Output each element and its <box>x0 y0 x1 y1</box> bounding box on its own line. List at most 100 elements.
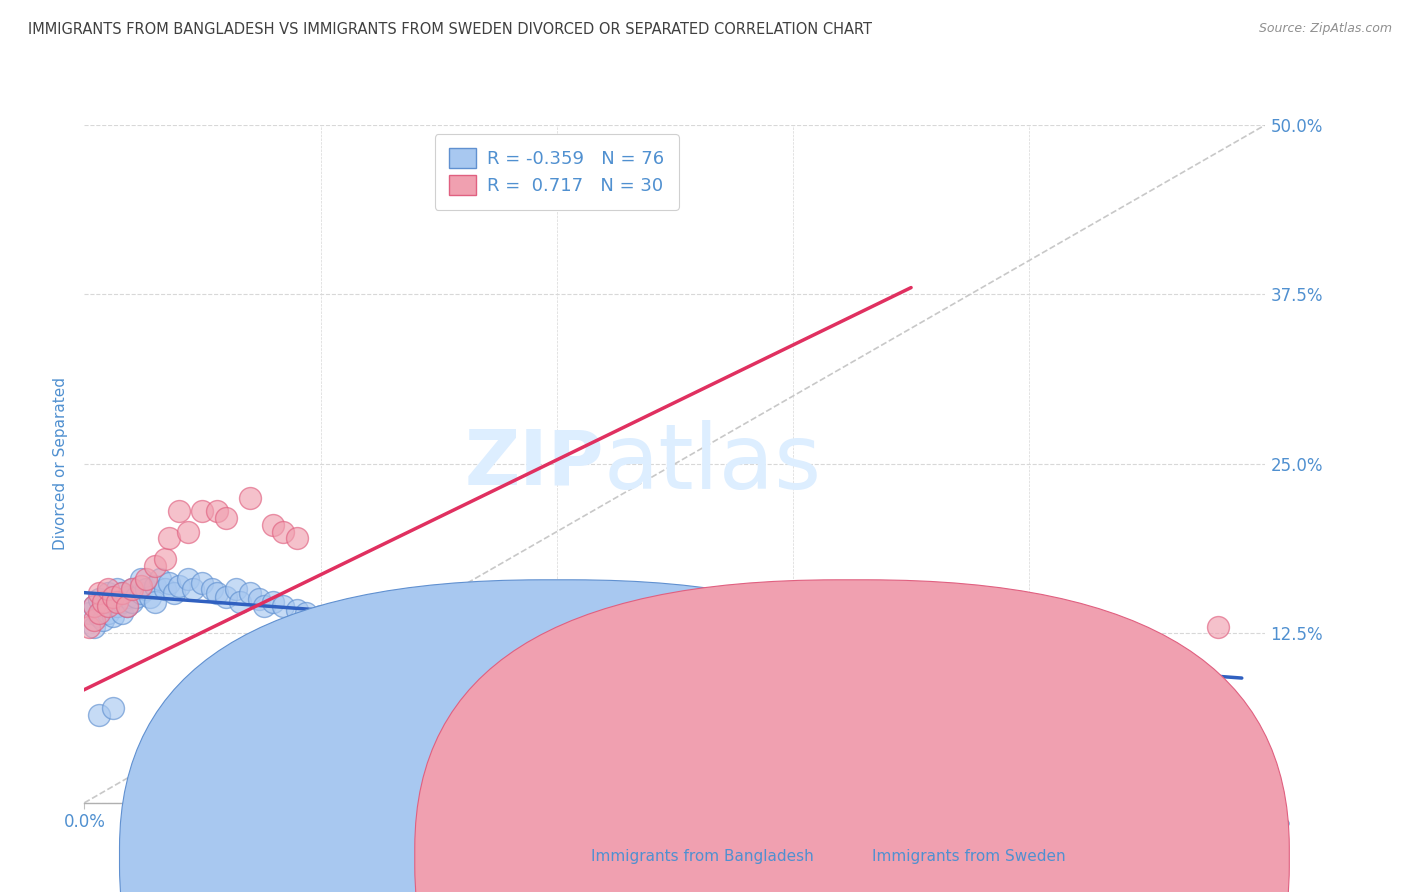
Text: IMMIGRANTS FROM BANGLADESH VS IMMIGRANTS FROM SWEDEN DIVORCED OR SEPARATED CORRE: IMMIGRANTS FROM BANGLADESH VS IMMIGRANTS… <box>28 22 872 37</box>
Point <box>970 673 993 688</box>
Text: Immigrants from Sweden: Immigrants from Sweden <box>872 849 1066 863</box>
Point <box>139 590 162 604</box>
Point <box>876 660 898 674</box>
Point <box>115 599 138 614</box>
Point <box>111 585 134 599</box>
Point <box>498 647 520 661</box>
Point <box>143 579 166 593</box>
Point <box>1018 676 1040 690</box>
Point <box>143 595 166 609</box>
Point <box>640 640 662 654</box>
Point <box>83 599 105 614</box>
Point <box>309 701 332 715</box>
Point <box>830 657 852 672</box>
Point <box>205 504 228 518</box>
Point <box>271 599 294 614</box>
Point <box>225 582 247 596</box>
Point <box>239 585 262 599</box>
Point <box>380 631 402 645</box>
Point <box>129 579 152 593</box>
Text: atlas: atlas <box>605 420 823 508</box>
Point <box>262 595 284 609</box>
Point <box>111 585 134 599</box>
Point <box>371 626 394 640</box>
Point <box>87 608 110 623</box>
Point <box>734 649 756 664</box>
Text: Source: ZipAtlas.com: Source: ZipAtlas.com <box>1258 22 1392 36</box>
Point <box>191 504 214 518</box>
Point <box>157 532 180 546</box>
Point <box>121 582 143 596</box>
Point <box>101 701 124 715</box>
Point <box>87 707 110 722</box>
Text: ZIP: ZIP <box>464 427 605 500</box>
Point <box>167 504 190 518</box>
Point <box>97 606 120 620</box>
Point <box>593 636 616 650</box>
Point <box>333 616 356 631</box>
Point <box>143 558 166 573</box>
Point <box>229 595 252 609</box>
Point <box>451 640 474 654</box>
Legend: R = -0.359   N = 76, R =  0.717   N = 30: R = -0.359 N = 76, R = 0.717 N = 30 <box>434 134 679 210</box>
Point <box>1066 681 1088 695</box>
Point <box>135 572 157 586</box>
Point <box>546 626 568 640</box>
Point <box>107 582 129 596</box>
Point <box>262 517 284 532</box>
Point <box>129 572 152 586</box>
Point <box>688 644 710 658</box>
Point <box>125 590 148 604</box>
Point <box>77 606 100 620</box>
Point <box>83 619 105 633</box>
Point <box>87 606 110 620</box>
Point <box>347 619 370 633</box>
Point <box>924 667 946 681</box>
Point <box>77 619 100 633</box>
Point <box>87 585 110 599</box>
Point <box>163 585 186 599</box>
Point <box>107 595 129 609</box>
Point <box>475 644 498 658</box>
Point <box>295 606 318 620</box>
Point <box>1206 619 1229 633</box>
Point <box>285 532 308 546</box>
Point <box>404 633 426 648</box>
Point <box>87 592 110 607</box>
Point <box>91 595 114 609</box>
Point <box>107 599 129 614</box>
Point <box>149 572 172 586</box>
Point <box>215 590 238 604</box>
Point <box>101 590 124 604</box>
Point <box>253 599 276 614</box>
Point <box>97 582 120 596</box>
Point <box>153 551 176 566</box>
Point <box>177 524 200 539</box>
Point <box>323 613 346 627</box>
Point <box>309 608 332 623</box>
Point <box>83 613 105 627</box>
Point <box>205 585 228 599</box>
Y-axis label: Divorced or Separated: Divorced or Separated <box>53 377 69 550</box>
Point <box>97 595 120 609</box>
Point <box>97 599 120 614</box>
Point <box>115 590 138 604</box>
Point <box>271 524 294 539</box>
Point <box>135 582 157 596</box>
Point <box>522 649 544 664</box>
Point <box>357 622 380 636</box>
Point <box>111 595 134 609</box>
Point <box>167 579 190 593</box>
Point <box>285 603 308 617</box>
Point <box>247 592 270 607</box>
Point <box>427 636 450 650</box>
Point <box>333 714 356 729</box>
Point <box>91 613 114 627</box>
Point <box>111 606 134 620</box>
Point <box>782 653 804 667</box>
Point <box>91 599 114 614</box>
Text: Immigrants from Bangladesh: Immigrants from Bangladesh <box>591 849 813 863</box>
Point <box>101 590 124 604</box>
Point <box>239 491 262 505</box>
Point <box>215 511 238 525</box>
